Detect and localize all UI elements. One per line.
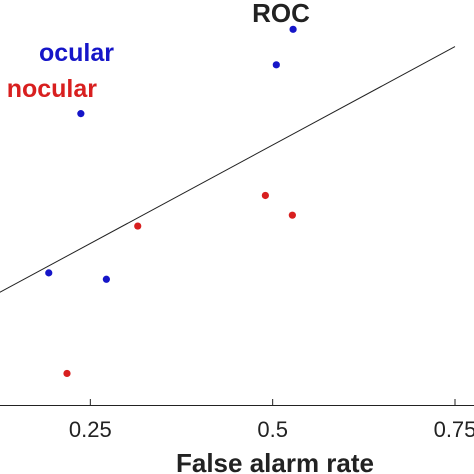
point-nocular-2 — [63, 369, 71, 378]
point-ocular-5 — [102, 275, 110, 283]
reference-line — [0, 46, 456, 293]
plot-area — [0, 25, 456, 378]
chart-title: ROC — [252, 0, 310, 28]
legend: ocular nocular — [7, 39, 115, 103]
legend-entry-ocular: ocular — [39, 39, 114, 67]
x-tick-label-1: 0.25 — [69, 417, 112, 442]
x-ticks: 0.25 0.5 0.75 — [69, 399, 474, 442]
point-nocular-5 — [288, 211, 296, 219]
point-ocular-1 — [77, 110, 85, 118]
point-ocular-2 — [272, 61, 280, 69]
x-axis-label: False alarm rate — [176, 448, 374, 474]
x-tick-label-3: 0.75 — [434, 417, 474, 442]
x-tick-label-2: 0.5 — [257, 417, 288, 442]
legend-entry-nocular: nocular — [7, 75, 98, 103]
point-ocular-3 — [289, 25, 297, 33]
point-ocular-4 — [45, 269, 53, 277]
point-nocular-4 — [261, 191, 269, 200]
point-nocular-3 — [134, 222, 142, 230]
